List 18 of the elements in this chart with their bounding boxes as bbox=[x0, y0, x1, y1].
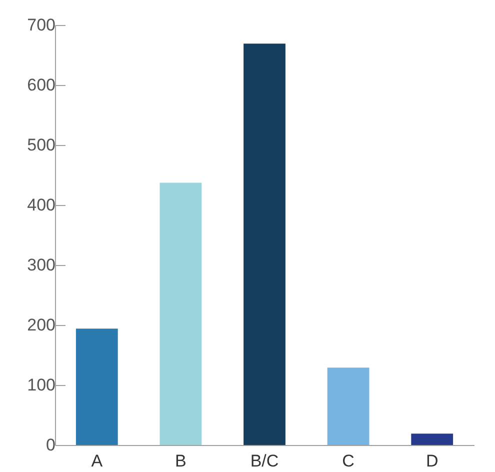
x-tick-label: A bbox=[91, 452, 104, 470]
x-tick-label: B/C bbox=[250, 452, 279, 470]
x-tick-label: D bbox=[426, 452, 438, 470]
y-tick-label: 300 bbox=[27, 256, 56, 274]
y-tick-label: 500 bbox=[27, 136, 56, 154]
y-tick-label: 0 bbox=[46, 436, 56, 454]
y-tick-label: 100 bbox=[27, 376, 56, 394]
bar bbox=[160, 182, 202, 445]
y-tick-label: 400 bbox=[27, 196, 56, 214]
bar bbox=[411, 434, 454, 445]
bar bbox=[76, 328, 118, 445]
bar bbox=[327, 368, 370, 445]
y-tick-label: 600 bbox=[27, 76, 56, 94]
y-tick-label: 200 bbox=[27, 316, 56, 334]
x-tick-label: B bbox=[175, 452, 186, 470]
y-tick-label: 700 bbox=[27, 16, 56, 34]
bar bbox=[244, 44, 286, 445]
x-tick-label: C bbox=[342, 452, 354, 470]
